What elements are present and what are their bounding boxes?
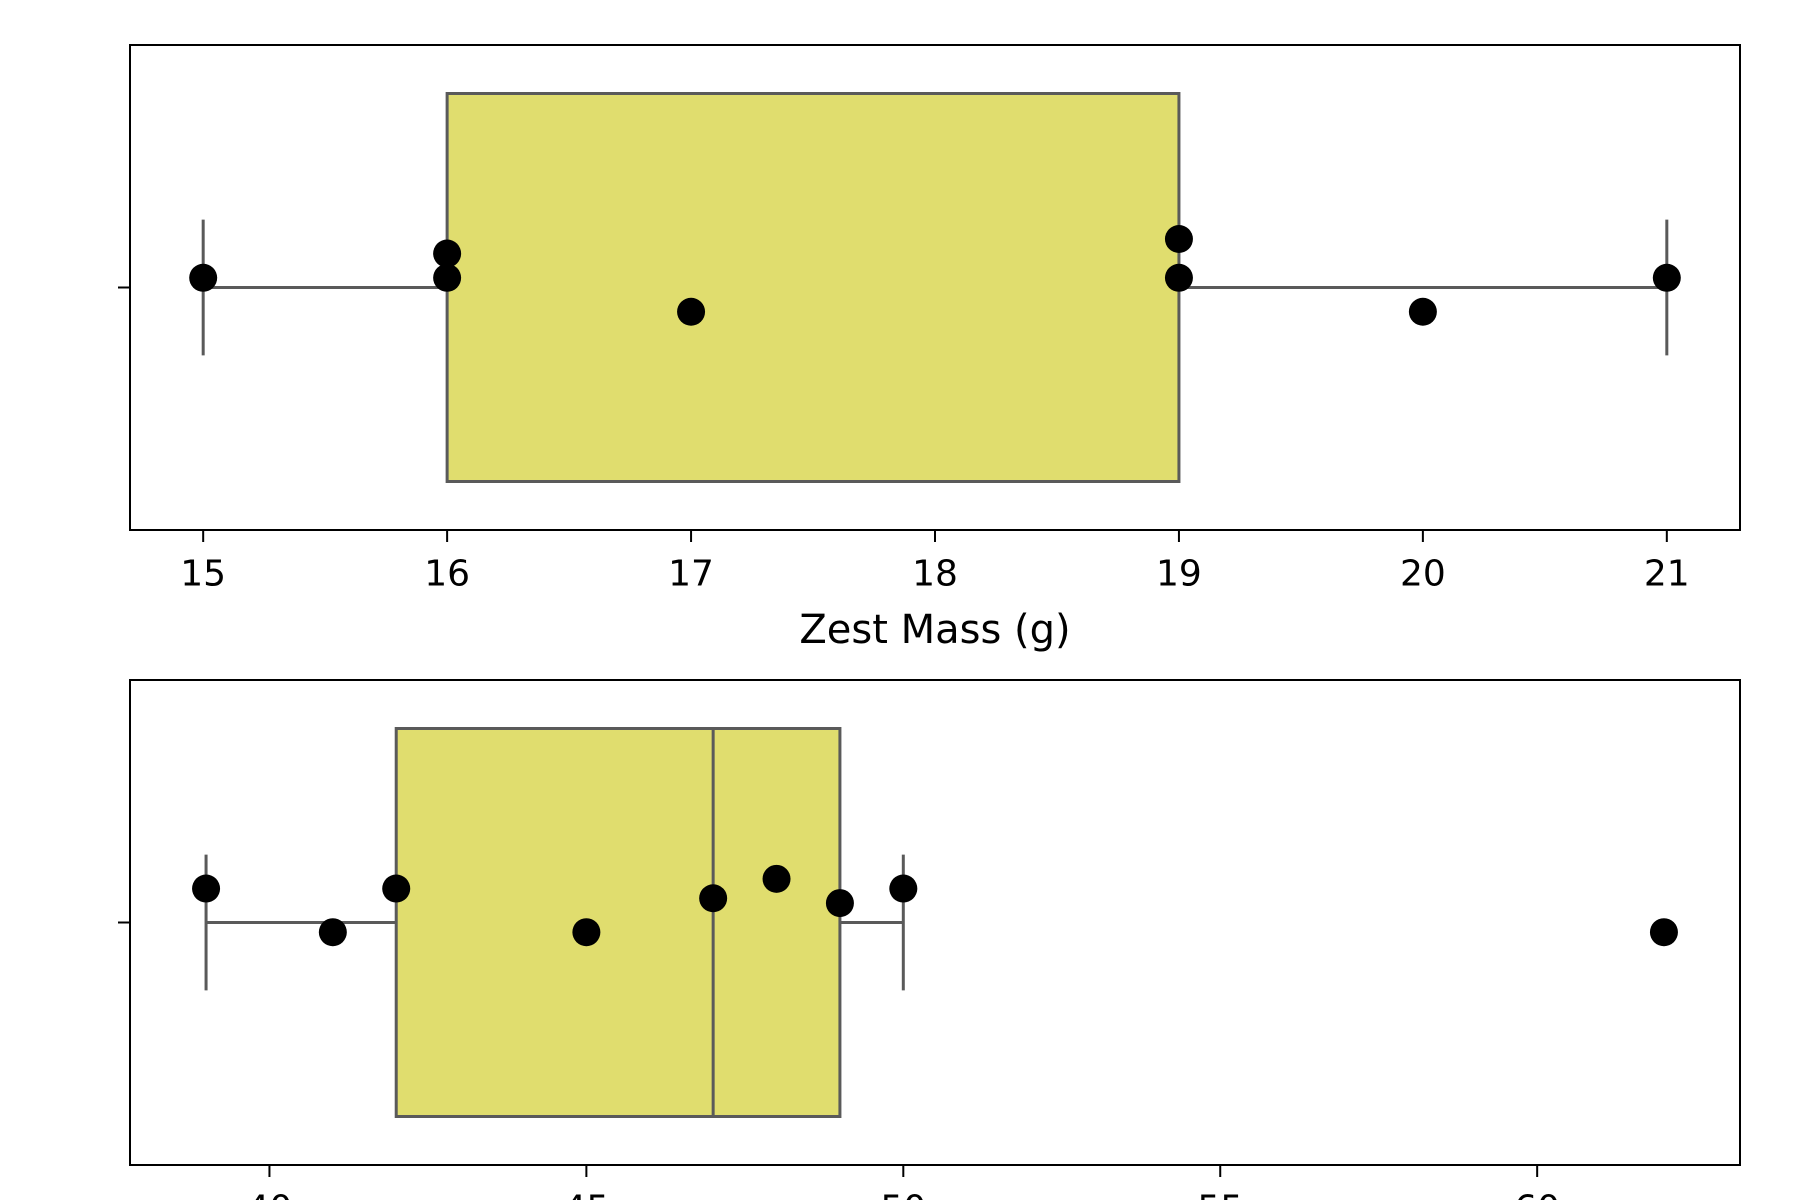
- data-point: [1165, 225, 1193, 253]
- x-tick-label: 55: [1197, 1189, 1243, 1200]
- data-point: [433, 240, 461, 268]
- x-tick-label: 18: [912, 554, 958, 595]
- box: [447, 94, 1179, 482]
- data-point: [699, 884, 727, 912]
- data-point: [382, 875, 410, 903]
- data-point: [572, 918, 600, 946]
- data-point: [433, 264, 461, 292]
- x-tick-label: 50: [880, 1189, 926, 1200]
- x-tick-label: 45: [563, 1189, 609, 1200]
- x-tick-label: 19: [1156, 554, 1202, 595]
- data-point: [1653, 264, 1681, 292]
- data-point: [1165, 264, 1193, 292]
- data-point: [826, 889, 854, 917]
- box: [396, 729, 840, 1117]
- data-point: [677, 298, 705, 326]
- data-point: [889, 875, 917, 903]
- x-tick-label: 20: [1400, 554, 1446, 595]
- x-tick-label: 15: [180, 554, 226, 595]
- data-point: [189, 264, 217, 292]
- boxplot-figure: 15161718192021Zest Mass (g)4045505560Jui…: [0, 0, 1800, 1200]
- x-tick-label: 21: [1644, 554, 1690, 595]
- data-point: [1650, 918, 1678, 946]
- x-tick-label: 40: [247, 1189, 293, 1200]
- x-axis-label: Zest Mass (g): [799, 607, 1070, 653]
- x-tick-label: 16: [424, 554, 470, 595]
- x-tick-label: 60: [1514, 1189, 1560, 1200]
- data-point: [192, 875, 220, 903]
- x-tick-label: 17: [668, 554, 714, 595]
- data-point: [1409, 298, 1437, 326]
- data-point: [763, 865, 791, 893]
- data-point: [319, 918, 347, 946]
- panel-juice: 4045505560Juice Mass (g): [118, 680, 1740, 1200]
